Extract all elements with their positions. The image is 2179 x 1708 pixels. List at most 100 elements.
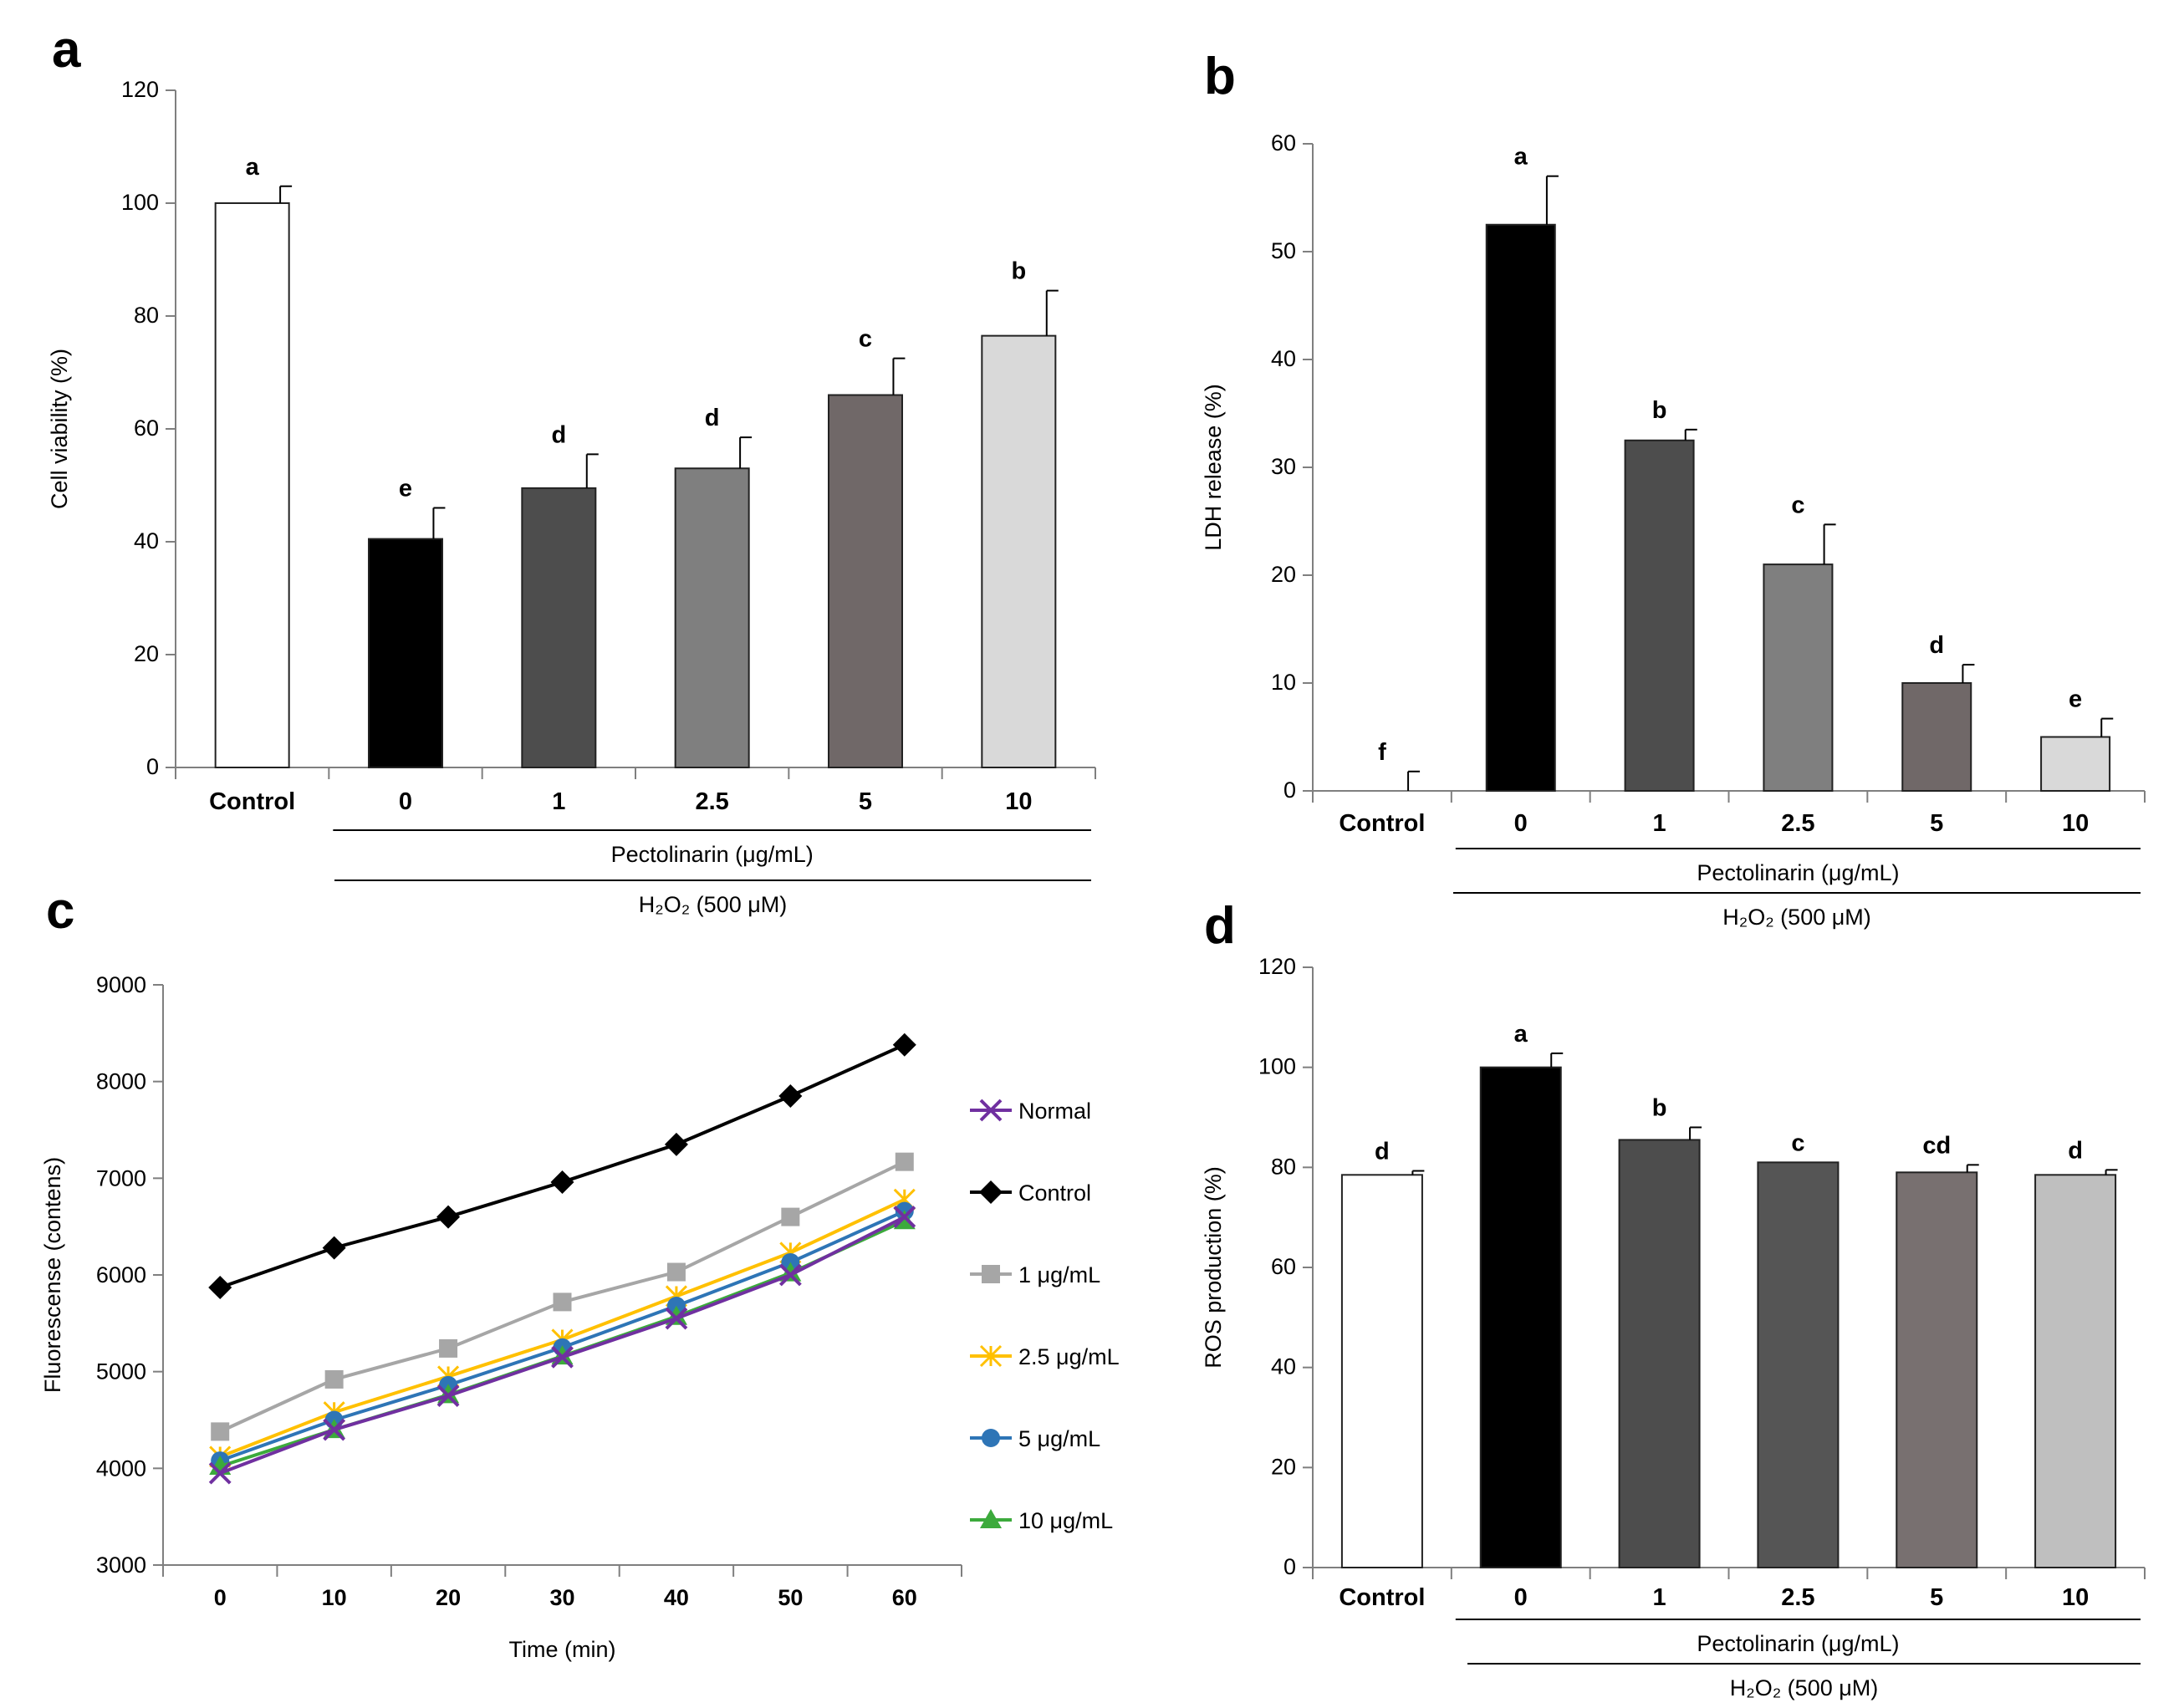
bar [1479, 1066, 1562, 1568]
series-point [553, 1292, 572, 1312]
legend-label: 2.5 μg/mL [1018, 1344, 1120, 1369]
x-tick-label: 5 [1930, 810, 1943, 837]
bar [214, 202, 290, 768]
y-tick-label: 5000 [96, 1359, 146, 1384]
x-tick-label: 0 [1514, 1584, 1528, 1611]
x-tick-label: 1 [1653, 810, 1666, 837]
x-tick-label: 2.5 [1781, 810, 1814, 837]
legend-label: 5 μg/mL [1018, 1426, 1100, 1451]
x-tick-label: 60 [892, 1585, 917, 1610]
significance-letter: f [1378, 739, 1386, 766]
y-axis-title: LDH release (%) [1201, 384, 1226, 551]
bar [981, 334, 1057, 768]
legend-marker [979, 1099, 1003, 1122]
legend-marker [979, 1180, 1003, 1204]
x-tick-label: 5 [1930, 1584, 1943, 1611]
series-point [665, 1307, 688, 1330]
y-tick-label: 3000 [96, 1552, 146, 1578]
y-tick-label: 40 [134, 528, 159, 553]
x-tick-label: 50 [778, 1585, 803, 1610]
y-tick-label: 60 [134, 416, 159, 441]
y-tick-label: 0 [146, 754, 159, 779]
series-point [324, 1369, 344, 1389]
y-tick-label: 40 [1271, 346, 1296, 371]
bar [1763, 563, 1834, 792]
significance-letter: c [1791, 1129, 1804, 1156]
significance-letter: b [1011, 258, 1026, 285]
bar [1340, 1174, 1423, 1569]
bar [368, 538, 443, 768]
y-tick-label: 60 [1271, 1254, 1296, 1279]
series-line [219, 1197, 906, 1459]
y-tick-label: 0 [1283, 1554, 1296, 1579]
bar [1896, 1171, 1978, 1568]
group-label-h2o2: H₂O₂ (500 μM) [1722, 905, 1871, 930]
y-tick-label: 80 [1271, 1154, 1296, 1179]
y-tick-label: 10 [1271, 670, 1296, 695]
group-label-pectolinarin: Pectolinarin (μg/mL) [1697, 860, 1899, 885]
x-tick-label: 0 [1514, 810, 1528, 837]
x-tick-label: 10 [2062, 1584, 2089, 1611]
series-point [436, 1384, 460, 1407]
series-point [439, 1338, 458, 1358]
bar [521, 487, 597, 768]
y-tick-label: 7000 [96, 1165, 146, 1191]
series-line [219, 1043, 906, 1289]
y-tick-label: 30 [1271, 454, 1296, 479]
significance-letter: d [1375, 1139, 1390, 1165]
x-tick-label: 20 [436, 1585, 461, 1610]
panel-c-fluorescence-chart: c 3000 4000 5000 6000 7000 8000 9000 0 10 20 30 40 50… [40, 882, 1120, 1662]
bar [1485, 223, 1556, 792]
bar [2040, 736, 2111, 792]
x-tick-label: 0 [399, 788, 412, 815]
significance-letter: d [2068, 1137, 2083, 1164]
x-tick-label: 1 [1653, 1584, 1666, 1611]
series-point [892, 1032, 916, 1057]
series-point [436, 1205, 461, 1229]
y-tick-label: 80 [134, 303, 159, 328]
series-point [895, 1152, 914, 1171]
x-tick-label: 5 [859, 788, 872, 815]
significance-letter: a [246, 154, 260, 181]
series-point [550, 1170, 574, 1194]
panel-b-ldh-release-chart: b 0 10 20 30 40 50 60 LDH release (%) f Control a 0 b… [1201, 48, 2146, 930]
series-point [666, 1262, 686, 1282]
panel-letter: d [1204, 897, 1236, 955]
significance-letter: c [1791, 492, 1804, 518]
group-label-pectolinarin: Pectolinarin (μg/mL) [611, 842, 814, 867]
x-tick-label: 40 [664, 1585, 689, 1610]
x-tick-label: 30 [549, 1585, 574, 1610]
y-tick-label: 0 [1283, 778, 1296, 803]
significance-letter: d [551, 421, 566, 448]
y-axis-title: Fluorescense (contens) [40, 1157, 65, 1393]
y-tick-label: 8000 [96, 1069, 146, 1094]
group-label-h2o2: H₂O₂ (500 μM) [639, 892, 788, 917]
y-tick-label: 20 [1271, 1454, 1296, 1479]
bar [2034, 1174, 2117, 1569]
legend-label: Control [1018, 1180, 1091, 1206]
bar [674, 467, 750, 768]
series-point [893, 1206, 916, 1229]
x-tick-label: 10 [2062, 810, 2089, 837]
legend-marker [979, 1344, 1003, 1368]
x-tick-label: 10 [1005, 788, 1032, 815]
legend-label: Normal [1018, 1099, 1091, 1124]
y-tick-label: 4000 [96, 1456, 146, 1481]
series-point [208, 1461, 232, 1485]
significance-letter: cd [1922, 1132, 1951, 1159]
legend-marker [982, 1265, 1000, 1283]
legend-label: 1 μg/mL [1018, 1262, 1100, 1287]
significance-letter: b [1652, 1094, 1667, 1121]
y-tick-label: 9000 [96, 972, 146, 997]
x-tick-label: 1 [552, 788, 565, 815]
y-axis-title: Cell viability (%) [47, 349, 72, 509]
x-tick-label: 10 [322, 1585, 347, 1610]
panel-letter: a [52, 21, 81, 79]
legend-marker [982, 1429, 1000, 1447]
x-tick-label: Control [1339, 1584, 1425, 1611]
y-tick-label: 50 [1271, 238, 1296, 263]
legend-marker [980, 1509, 1002, 1528]
series-point [664, 1132, 688, 1156]
